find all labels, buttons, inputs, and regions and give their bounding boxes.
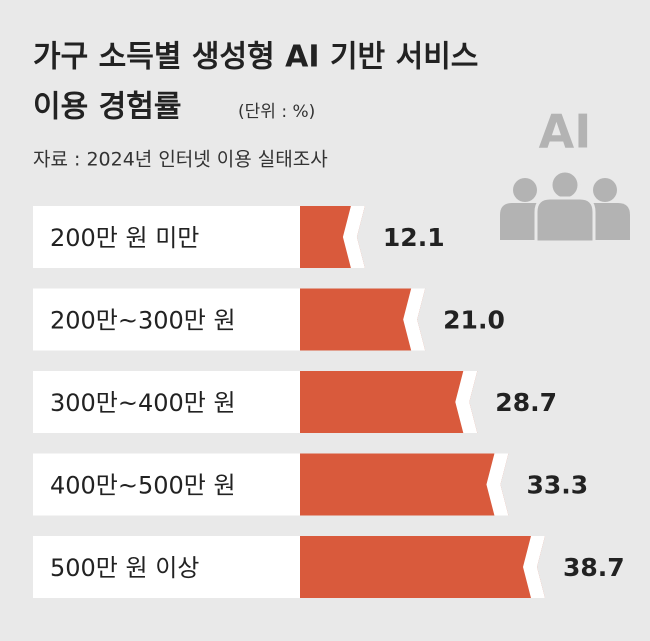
value-label: 38.7 <box>563 553 625 582</box>
bar-notch <box>486 453 509 516</box>
label-box <box>33 206 300 268</box>
bar-notch <box>403 288 426 351</box>
bar <box>300 371 478 433</box>
value-label: 21.0 <box>443 306 505 335</box>
label-box <box>33 536 300 598</box>
category-label: 200만~300만 원 <box>50 307 236 335</box>
value-label: 12.1 <box>383 223 445 252</box>
chart-title: 가구 소득별 생성형 AI 기반 서비스 <box>33 40 478 75</box>
bar-notch <box>522 536 545 598</box>
bar <box>300 453 509 516</box>
value-label: 33.3 <box>526 471 588 500</box>
source: 자료 : 2024년 인터넷 이용 실태조사 <box>33 149 328 171</box>
category-label: 200만 원 미만 <box>50 224 199 252</box>
bar <box>300 288 426 351</box>
unit-label: (단위 : %) <box>238 102 315 122</box>
bar <box>300 536 545 598</box>
label-box <box>33 371 300 433</box>
category-label: 400만~500만 원 <box>50 472 236 500</box>
icon-label: AI <box>539 105 592 159</box>
label-box <box>33 453 300 516</box>
category-label: 500만 원 이상 <box>50 554 199 582</box>
category-label: 300만~400만 원 <box>50 389 236 417</box>
label-box <box>33 288 300 351</box>
bar-notch <box>455 371 478 433</box>
bar-notch <box>342 206 365 268</box>
chart-title: 이용 경험률 <box>33 90 181 125</box>
value-label: 28.7 <box>495 388 557 417</box>
icon: AI <box>500 105 630 244</box>
